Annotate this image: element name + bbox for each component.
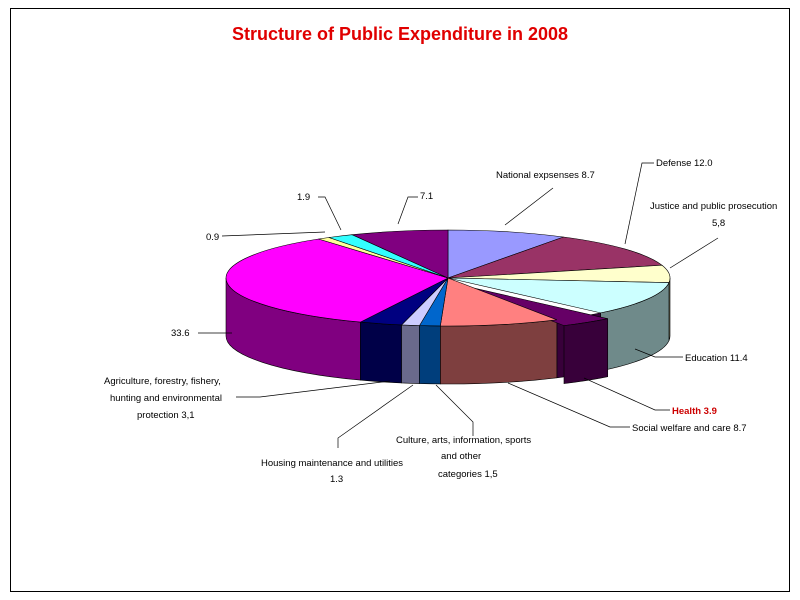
slice-labels: National expsenses 8.7 Defense 12.0 Justic… [104,158,777,485]
leader-line-national-expsenses [504,187,554,226]
slice-label-culture-arts-information-sports-and-other-categories: Culture, arts, information, sports [396,435,531,446]
leader-line-slice-12 [397,196,418,225]
slice-label-defense: Defense 12.0 [656,158,713,169]
leader-line-education [634,348,683,358]
slice-label-agriculture-forestry-fishery-hunting-and-environmental-protection-2: protection 3,1 [137,410,195,421]
leader-line-agriculture-forestry-fishery-hunting-and-environmental-protection [236,380,391,398]
pie-slice-slice-12 [350,229,449,279]
leader-line-slice-10 [221,231,326,237]
leader-lines [198,162,719,448]
slice-label-slice-9: 33.6 [171,328,190,339]
pie-slice-national-expsenses [447,229,564,279]
leader-line-health [583,377,670,411]
pie-tops [225,229,671,384]
leader-line-culture-arts-information-sports-and-other-categories [435,384,474,436]
pie-slice-social-welfare-and-care [439,277,557,327]
slice-label-national-expsenses: National expsenses 8.7 [496,170,595,181]
slice-label-culture-arts-information-sports-and-other-categories-2: categories 1,5 [438,469,498,480]
leader-line-housing-maintenance-and-utilities [337,384,414,448]
slice-label-slice-12: 7.1 [420,191,433,202]
pie-side-agriculture-forestry-fishery-hunting-and-environmental-protection [360,321,402,384]
leader-line-justice-and-public-prosecution [669,237,719,269]
slice-label-slice-11: 1.9 [297,192,310,203]
leader-line-slice-11 [318,196,342,231]
pie-side-housing-maintenance-and-utilities [401,324,420,384]
slice-label-slice-10: 0.9 [206,232,219,243]
pie-side-social-welfare-and-care [440,319,558,385]
pie-slice-education [447,277,670,314]
slice-label-justice-and-public-prosecution: Justice and public prosecution [650,201,777,212]
slice-label-agriculture-forestry-fishery-hunting-and-environmental-protection-1: hunting and environmental [110,393,222,404]
slice-label-social-welfare-and-care: Social welfare and care 8.7 [632,423,747,434]
slice-label-culture-arts-information-sports-and-other-categories-1: and other [441,451,481,462]
slice-label-housing-maintenance-and-utilities-1: 1.3 [330,474,343,485]
slice-label-agriculture-forestry-fishery-hunting-and-environmental-protection: Agriculture, forestry, fishery, [104,376,221,387]
leader-line-social-welfare-and-care [507,382,630,428]
pie-side-health-exploded [563,318,609,384]
pie-slice-slice-9 [225,238,449,323]
leader-line-defense [624,162,654,245]
chart-frame [10,8,790,592]
slice-label-justice-and-public-prosecution-1: 5,8 [712,218,725,229]
slice-label-education: Education 11.4 [685,353,748,364]
pie-side-culture-arts-information-sports-and-other-categories [419,325,441,385]
chart-title: Structure of Public Expenditure in 2008 [231,24,569,44]
slice-label-health: Health 3.9 [672,406,717,417]
slice-label-housing-maintenance-and-utilities: Housing maintenance and utilities [261,458,403,469]
pie-slice-defense [447,236,663,279]
